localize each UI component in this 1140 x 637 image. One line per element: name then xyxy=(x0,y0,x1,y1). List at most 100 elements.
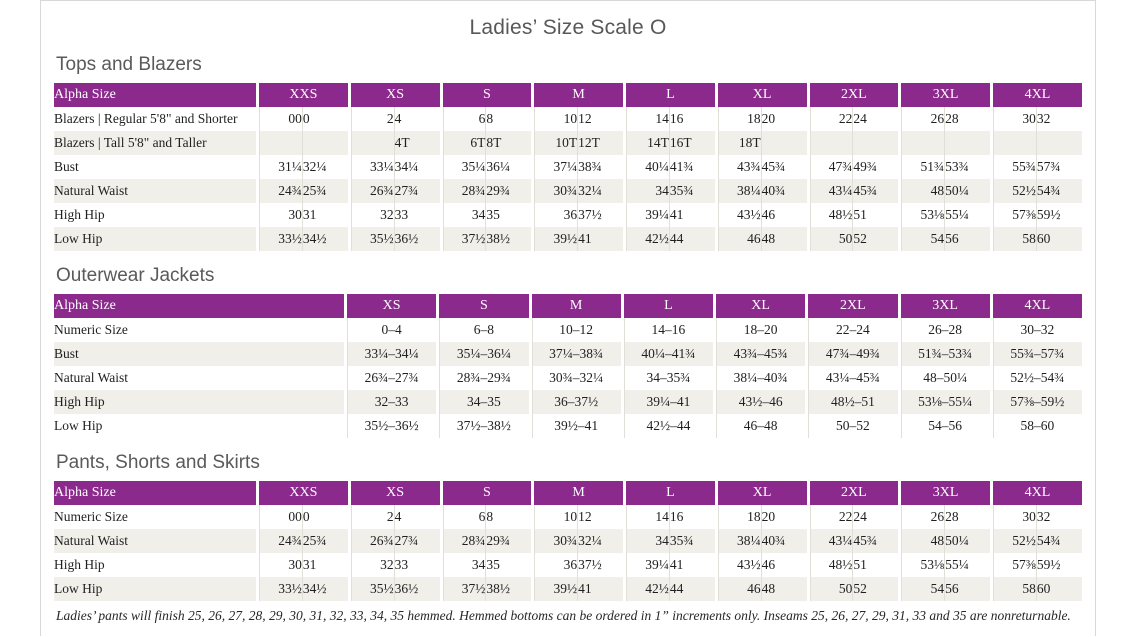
page-title: Ladies’ Size Scale O xyxy=(469,16,667,39)
column-header-xs: XS xyxy=(344,294,437,318)
table-cell: 37½ xyxy=(577,553,623,577)
row-label: Low Hip xyxy=(54,227,256,251)
document-page: Ladies’ Size Scale O Tops and Blazers Alp… xyxy=(40,0,1096,636)
column-header-l: L xyxy=(623,481,715,505)
section-2: Outerwear Jackets Alpha Size XS S M L XL 2XL 3XL… xyxy=(54,265,1082,438)
table-cell: 43¼–45¾ xyxy=(805,366,897,390)
row-label: Numeric Size xyxy=(54,322,128,337)
table-cell: 14T xyxy=(623,131,669,155)
table-cell: 48–50¼ xyxy=(897,366,990,390)
table-cell: 32¼ xyxy=(301,155,348,179)
section-3: Pants, Shorts and Skirts Alpha Size XXS XS S… xyxy=(54,452,1082,601)
column-header-3xl: 3XL xyxy=(897,294,990,318)
table-cell: 36½ xyxy=(393,577,440,601)
table-cell xyxy=(760,131,807,155)
table-cell: 32 xyxy=(1035,107,1082,131)
table-cell xyxy=(898,131,945,155)
table-row: Low Hip 35½–36½ 37½–38½ 39½–41 42½–44 46–48 50… xyxy=(54,414,1082,438)
table-cell: 52½ xyxy=(990,529,1036,553)
table-cell: 22–24 xyxy=(805,318,897,342)
table-cell: 33 xyxy=(393,553,440,577)
row-label: Natural Waist xyxy=(54,370,129,385)
table-cell: 2 xyxy=(347,107,394,131)
table-cell: 32 xyxy=(347,553,394,577)
table-cell: 32–33 xyxy=(344,390,437,414)
table-cell: 55¾–57¾ xyxy=(989,342,1082,366)
table-cell: 32 xyxy=(347,203,394,227)
table-cell: 26¾–27¾ xyxy=(344,366,436,390)
table-cell: 8 xyxy=(485,505,531,529)
table-cell: 33¼–34¼ xyxy=(344,342,437,366)
table-cell: 43¼ xyxy=(806,179,853,203)
table-row: Numeric Size 00 0 2 4 6 8 10 12 14 16 18 20 22 24 26 28 3… xyxy=(54,505,1082,529)
table-cell: 6T xyxy=(439,131,486,155)
table-cell: 40¾ xyxy=(760,179,807,203)
table-cell: 50–52 xyxy=(805,414,897,438)
table-cell: 56 xyxy=(944,227,990,251)
table-cell: 50 xyxy=(806,577,853,601)
column-header-xl: XL xyxy=(714,481,807,505)
table-cell: 35¾ xyxy=(668,529,715,553)
column-header-xs: XS xyxy=(347,481,440,505)
table-cell: 8 xyxy=(485,107,531,131)
table-cell: 28 xyxy=(944,107,990,131)
table-cell: 20 xyxy=(760,107,807,131)
column-header-2xl: 2XL xyxy=(805,294,898,318)
table-cell: 36¼ xyxy=(485,155,531,179)
table-cell: 38¼ xyxy=(714,179,761,203)
table-cell: 30¾ xyxy=(531,179,578,203)
column-header-label: Alpha Size xyxy=(54,481,256,505)
table-cell: 39½ xyxy=(531,227,578,251)
row-label: High Hip xyxy=(54,390,344,414)
table-cell: 54 xyxy=(898,227,945,251)
column-header-m: M xyxy=(531,481,623,505)
table-cell: 41 xyxy=(668,553,715,577)
table-cell: 38¼–40¾ xyxy=(713,366,805,390)
table-cell: 16T xyxy=(668,131,715,155)
row-label: Low Hip xyxy=(54,418,103,433)
size-table: Alpha Size XS S M L XL 2XL 3XL 4XL Numeric Size 0–… xyxy=(54,294,1082,438)
table-cell: 51¾ xyxy=(898,155,944,179)
table-cell: 12 xyxy=(577,505,623,529)
table-cell: 35¼ xyxy=(439,155,485,179)
table-cell: 48½ xyxy=(806,203,852,227)
table-cell: 58 xyxy=(990,227,1036,251)
table-cell: 30 xyxy=(256,203,302,227)
table-cell: 32¼ xyxy=(577,529,623,553)
table-cell: 54¾ xyxy=(1035,529,1082,553)
table-cell: 25¾ xyxy=(301,529,348,553)
column-header-s: S xyxy=(439,481,532,505)
table-cell: 48½ xyxy=(806,553,852,577)
table-cell: 57⅜ xyxy=(990,203,1036,227)
table-cell: 53⅛ xyxy=(898,553,944,577)
table-cell: 6 xyxy=(439,107,485,131)
table-row: High Hip 30 31 32 33 34 35 36 37½ 39¼ 41 43½ 46 48½ 51… xyxy=(54,553,1082,577)
table-cell: 35½ xyxy=(347,577,394,601)
table-cell xyxy=(301,131,348,155)
table-cell: 31¼ xyxy=(256,155,302,179)
column-header-s: S xyxy=(436,294,529,318)
table-cell: 48 xyxy=(898,179,945,203)
table-cell: 30 xyxy=(990,107,1036,131)
table-cell: 37½ xyxy=(439,577,486,601)
table-cell: 29¾ xyxy=(485,179,532,203)
table-cell: 0 xyxy=(301,107,348,131)
table-cell: 56 xyxy=(944,577,990,601)
header-row: Alpha Size XXS XS S M L XL 2XL 3XL 4XL xyxy=(54,83,1082,107)
table-cell: 8T xyxy=(485,131,532,155)
table-cell: 39¼ xyxy=(623,553,669,577)
table-cell: 27¾ xyxy=(393,529,440,553)
table-cell: 35¼–36¼ xyxy=(436,342,529,366)
table-cell: 45¾ xyxy=(852,529,899,553)
column-header-3xl: 3XL xyxy=(898,83,990,107)
table-cell: 50¼ xyxy=(944,179,990,203)
table-cell: 00 xyxy=(256,505,302,529)
table-cell: 36 xyxy=(531,553,577,577)
table-cell: 30¾–32¼ xyxy=(528,366,621,390)
column-header-xl: XL xyxy=(713,294,806,318)
section-heading: Outerwear Jackets xyxy=(56,265,215,286)
table-cell: 52 xyxy=(852,227,899,251)
table-row: Natural Waist 24¾ 25¾ 26¾ 27¾ 28¾ 29¾ 30¾ 32¼ 34 3… xyxy=(54,529,1082,553)
table-row: Low Hip 33½ 34½ 35½ 36½ 37½ 38½ 39½ 41 42½ 44 46 48 5… xyxy=(54,227,1082,251)
table-row: High Hip 32–33 34–35 36–37½ 39¼–41 43½–46 48½–… xyxy=(54,390,1082,414)
